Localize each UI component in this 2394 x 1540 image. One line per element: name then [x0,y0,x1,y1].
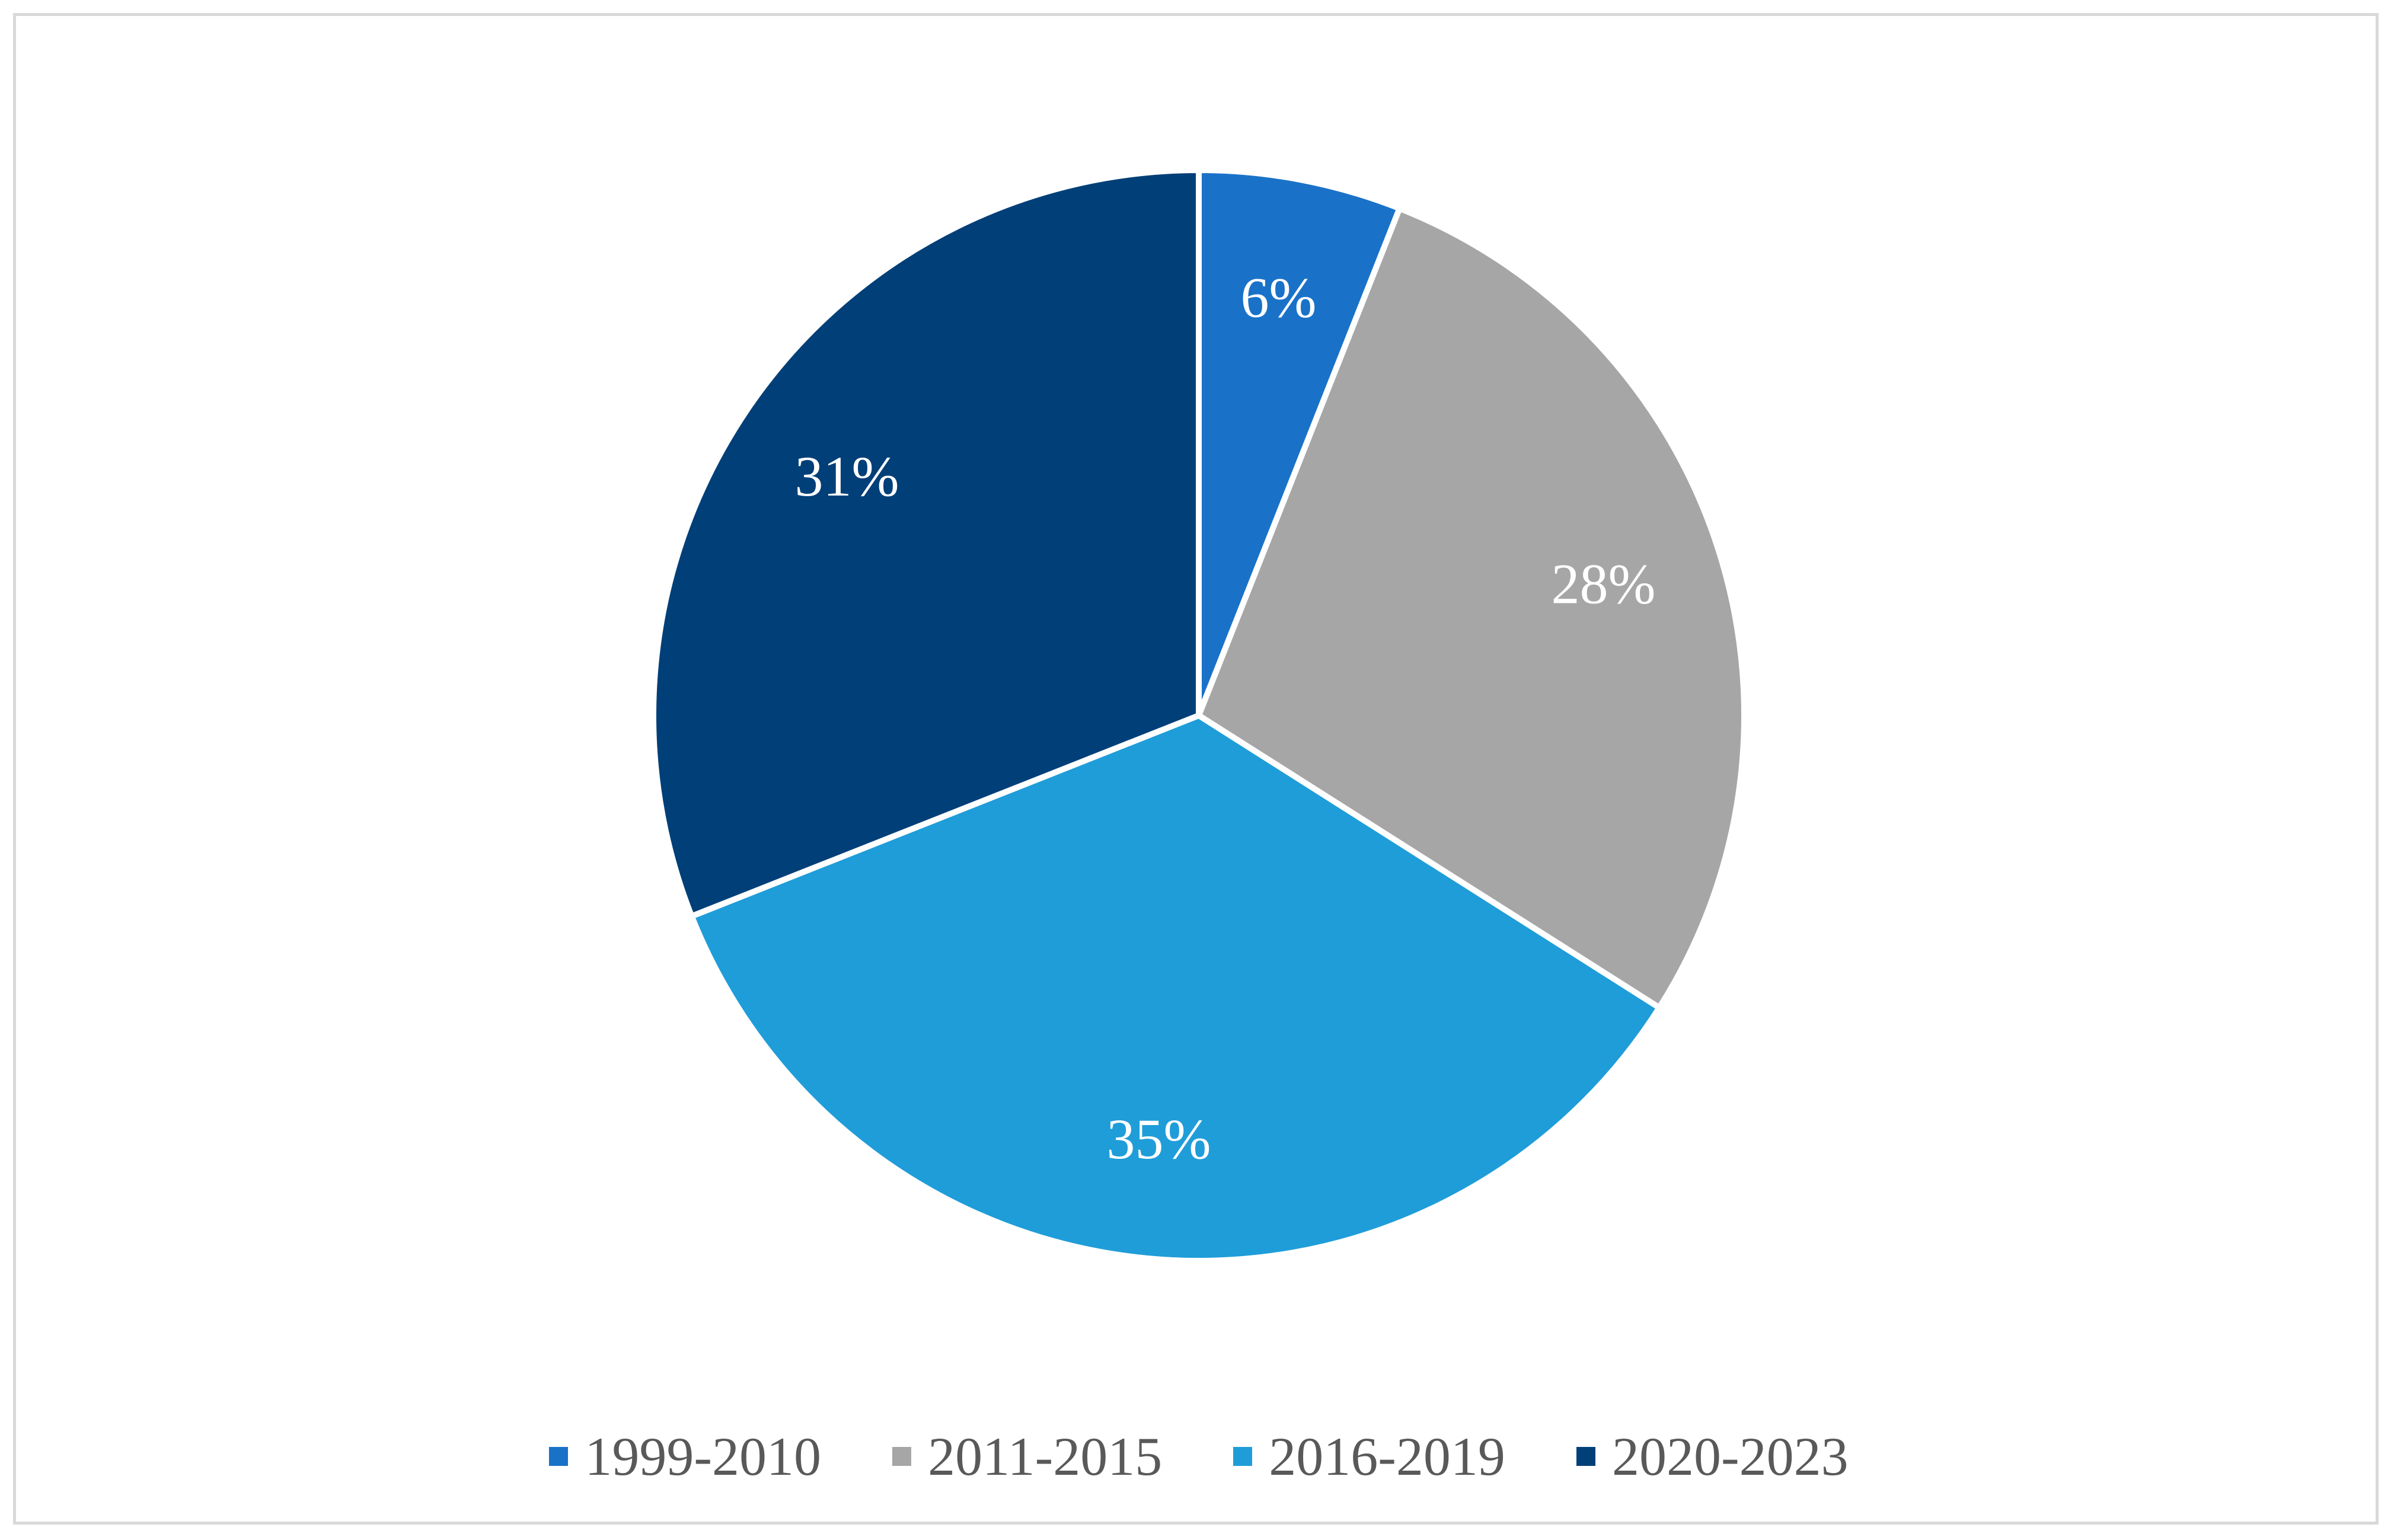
legend-label-2016-2019: 2016-2019 [1269,1426,1505,1487]
chart-frame: 6% 28% 35% 31% 1999-2010 2011-2015 2016-201… [13,13,2379,1525]
legend-swatch-2020-2023 [1576,1447,1595,1466]
data-label-2016-2019: 35% [1106,1107,1211,1171]
pie-slice-2016-2019 [688,713,1662,1264]
data-label-1999-2010: 6% [1240,266,1316,330]
data-label-2020-2023: 31% [795,445,899,508]
data-label-2011-2015: 28% [1551,552,1655,616]
pie-slice-2011-2015 [1196,205,1747,1011]
legend-item-2020-2023: 2020-2023 [1576,1429,1849,1484]
legend-label-2011-2015: 2011-2015 [928,1426,1163,1487]
pie-chart: 6% 28% 35% 31% [650,167,1747,1264]
legend-swatch-2011-2015 [892,1447,912,1466]
pie-slices [650,167,1747,1264]
pie-data-labels: 6% 28% 35% 31% [795,266,1656,1171]
pie-slice-2020-2023 [650,167,1202,919]
legend-swatch-1999-2010 [549,1447,569,1466]
legend-label-1999-2010: 1999-2010 [585,1426,822,1487]
legend-item-2016-2019: 2016-2019 [1233,1429,1505,1484]
legend-swatch-2016-2019 [1233,1447,1253,1466]
legend-item-1999-2010: 1999-2010 [549,1429,821,1484]
pie-slice-1999-2010 [1196,167,1403,718]
legend: 1999-2010 2011-2015 2016-2019 2020-2023 [16,1421,2382,1492]
legend-label-2020-2023: 2020-2023 [1611,1426,1849,1487]
legend-item-2011-2015: 2011-2015 [892,1429,1162,1484]
